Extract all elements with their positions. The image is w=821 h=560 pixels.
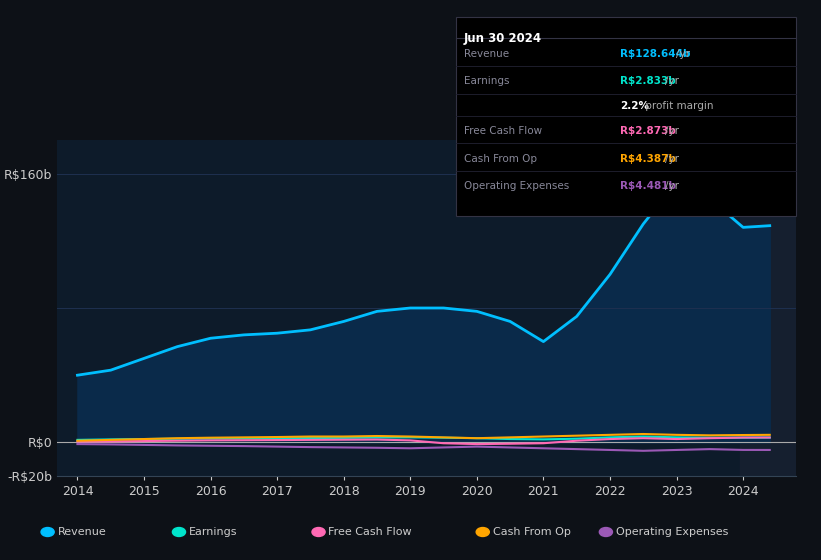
Text: Operating Expenses: Operating Expenses [616, 527, 728, 537]
Text: Earnings: Earnings [189, 527, 237, 537]
Text: /yr: /yr [664, 77, 678, 86]
Text: /yr: /yr [664, 181, 678, 191]
Text: Earnings: Earnings [464, 77, 509, 86]
Text: 2.2%: 2.2% [620, 101, 649, 111]
Text: Revenue: Revenue [57, 527, 106, 537]
Text: /yr: /yr [664, 154, 678, 164]
Text: R$2.833b: R$2.833b [620, 77, 676, 86]
Text: /yr: /yr [664, 127, 678, 136]
Text: Free Cash Flow: Free Cash Flow [464, 127, 542, 136]
Text: R$4.387b: R$4.387b [620, 154, 676, 164]
Text: /yr: /yr [676, 49, 690, 59]
Text: Operating Expenses: Operating Expenses [464, 181, 569, 191]
Bar [740, 140, 796, 476]
Text: Cash From Op: Cash From Op [493, 527, 571, 537]
Text: Revenue: Revenue [464, 49, 509, 59]
Text: R$2.873b: R$2.873b [620, 127, 676, 136]
Text: R$4.481b: R$4.481b [620, 181, 676, 191]
Text: Free Cash Flow: Free Cash Flow [328, 527, 412, 537]
Text: Cash From Op: Cash From Op [464, 154, 537, 164]
Text: Jun 30 2024: Jun 30 2024 [464, 32, 542, 45]
Text: R$128.644b: R$128.644b [620, 49, 690, 59]
Text: profit margin: profit margin [642, 101, 713, 111]
